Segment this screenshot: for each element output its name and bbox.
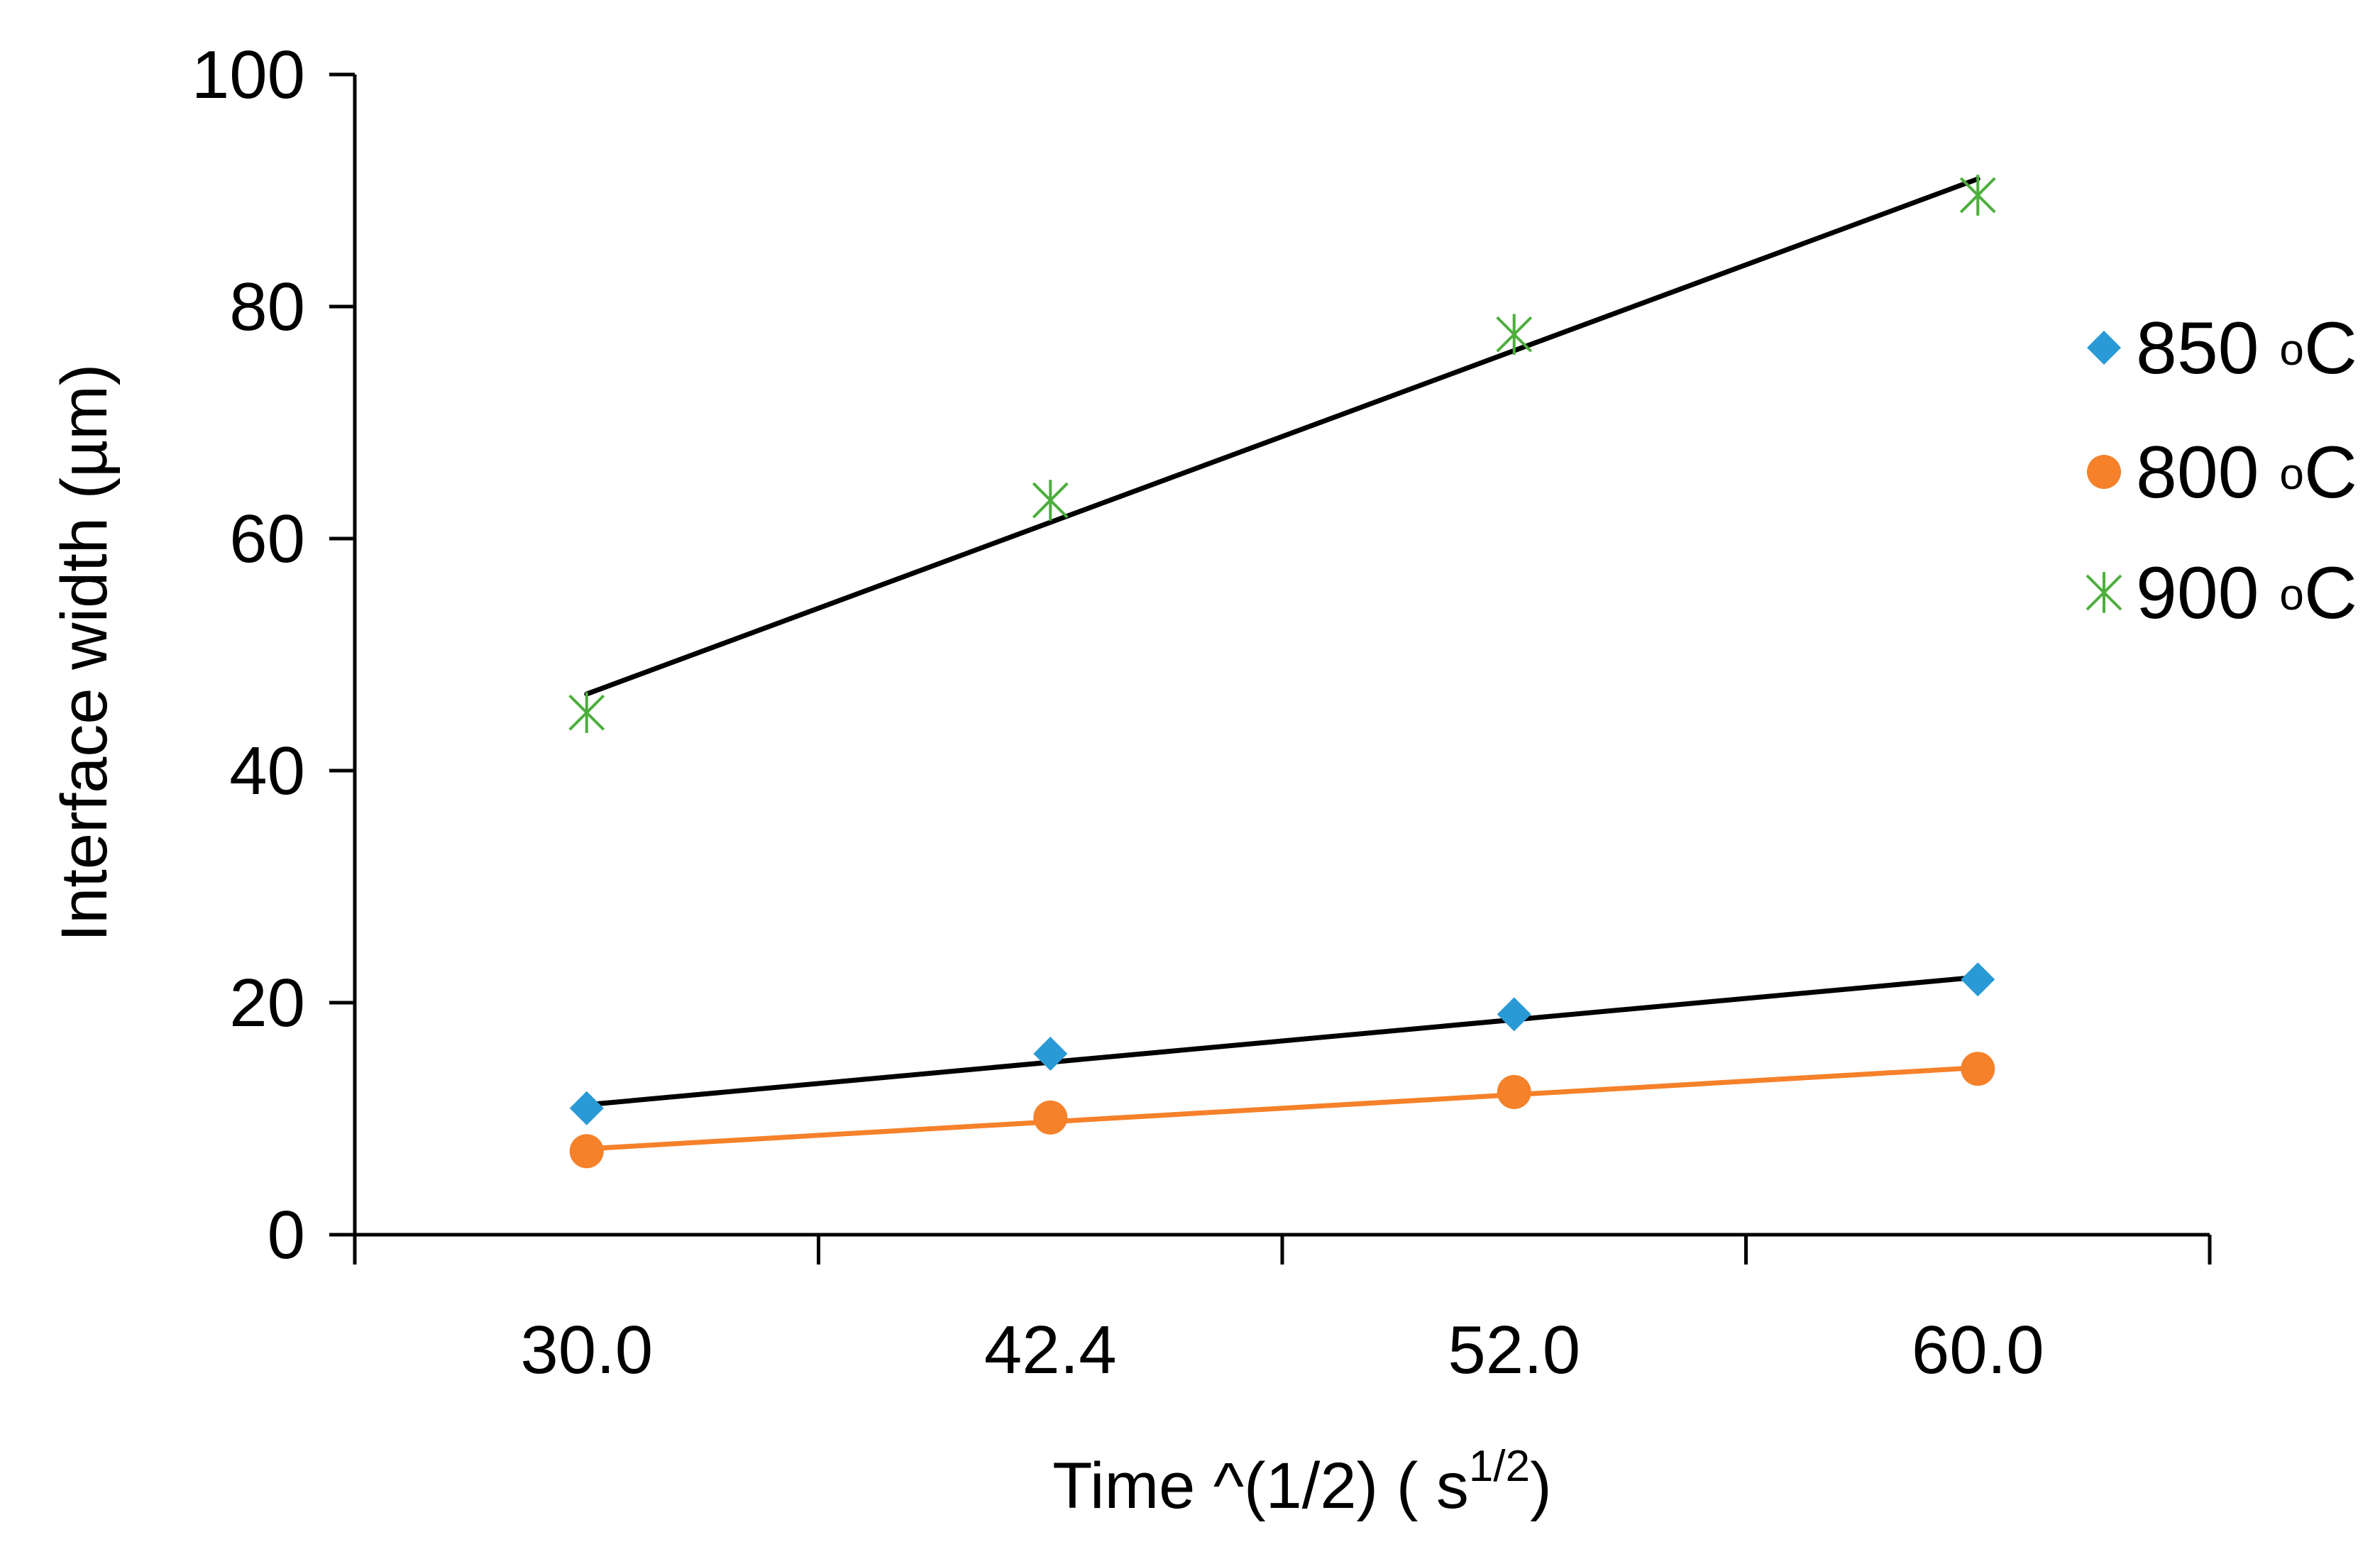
legend-marker-800	[2087, 455, 2121, 489]
x-tick-label: 52.0	[1448, 1312, 1580, 1388]
trendlines	[584, 176, 1980, 1152]
legend-marker-900	[2086, 572, 2122, 613]
data-point-800	[1961, 1052, 1995, 1086]
legend-marker-850	[2087, 331, 2121, 365]
legend-degree: o	[2279, 450, 2303, 499]
x-axis-title-tail: )	[1530, 1450, 1552, 1522]
data-point-900	[568, 692, 605, 734]
x-axis-title-text: Time ^(1/2) ( s	[1052, 1450, 1469, 1522]
data-point-900	[1032, 480, 1069, 521]
x-axis-ticks: 30.0 42.4 52.0 60.0	[353, 1235, 2212, 1388]
data-point-850	[1961, 962, 1995, 997]
x-axis-title: Time ^(1/2) ( s1/2)	[1052, 1442, 1552, 1522]
legend-degree: o	[2279, 326, 2303, 375]
legend-label-850: 850 oC	[2136, 307, 2357, 390]
data-markers	[568, 175, 1996, 1169]
x-tick-label: 30.0	[520, 1312, 653, 1388]
x-axis-title-superscript: 1/2	[1469, 1442, 1530, 1491]
data-point-850	[569, 1091, 604, 1125]
data-point-850	[1033, 1036, 1068, 1071]
legend-value: 850	[2136, 307, 2279, 390]
x-tick-label: 42.4	[984, 1312, 1117, 1388]
y-tick-label: 100	[192, 37, 305, 113]
trendline-800	[584, 1065, 1980, 1152]
trendline-850	[584, 974, 1980, 1108]
x-tick-label: 60.0	[1912, 1312, 2044, 1388]
y-tick-label: 20	[229, 965, 305, 1041]
trendline-900	[584, 176, 1980, 697]
legend-unit: C	[2304, 307, 2357, 390]
data-point-800	[1497, 1074, 1531, 1109]
legend-value: 900	[2136, 552, 2279, 634]
y-tick-label: 80	[229, 269, 305, 345]
legend-degree: o	[2279, 571, 2303, 619]
data-point-800	[1033, 1100, 1068, 1135]
y-tick-label: 60	[229, 501, 305, 577]
y-tick-label: 0	[268, 1197, 305, 1273]
legend-label-800: 800 oC	[2136, 431, 2357, 514]
data-point-900	[1959, 175, 1996, 216]
legend-unit: C	[2304, 431, 2357, 514]
data-point-900	[1496, 314, 1533, 356]
legend-label-900: 900 oC	[2136, 552, 2357, 634]
y-axis-ticks: 0 20 40 60 80 100	[192, 37, 355, 1273]
legend-unit: C	[2304, 552, 2357, 634]
data-point-850	[1497, 997, 1531, 1032]
legend-value: 800	[2136, 431, 2279, 514]
y-axis-title: Interface width (µm)	[48, 364, 121, 942]
y-tick-label: 40	[229, 733, 305, 809]
data-point-800	[569, 1134, 604, 1169]
